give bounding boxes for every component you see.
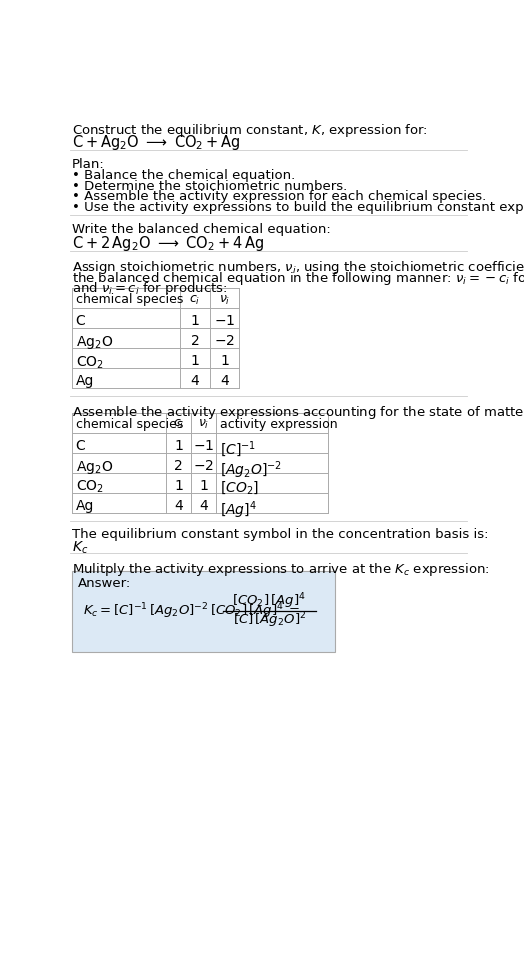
Text: $[C]\,[Ag_2O]^2$: $[C]\,[Ag_2O]^2$ <box>233 611 306 630</box>
Text: 1: 1 <box>191 354 199 368</box>
Text: $-1$: $-1$ <box>214 314 235 328</box>
Text: Assign stoichiometric numbers, $\nu_i$, using the stoichiometric coefficients, $: Assign stoichiometric numbers, $\nu_i$, … <box>72 258 524 276</box>
Text: $K_c$: $K_c$ <box>72 539 88 555</box>
Text: 1: 1 <box>174 439 183 453</box>
Text: $c_i$: $c_i$ <box>189 294 201 306</box>
Text: 4: 4 <box>220 374 229 389</box>
Text: Ag: Ag <box>75 374 94 389</box>
Text: Write the balanced chemical equation:: Write the balanced chemical equation: <box>72 223 331 235</box>
Text: • Use the activity expressions to build the equilibrium constant expression.: • Use the activity expressions to build … <box>72 201 524 214</box>
FancyBboxPatch shape <box>72 570 335 652</box>
Text: $\mathrm{Ag_2O}$: $\mathrm{Ag_2O}$ <box>75 334 113 351</box>
Text: • Balance the chemical equation.: • Balance the chemical equation. <box>72 168 295 182</box>
Text: The equilibrium constant symbol in the concentration basis is:: The equilibrium constant symbol in the c… <box>72 528 488 542</box>
Text: chemical species: chemical species <box>75 294 183 306</box>
Text: C: C <box>75 439 85 453</box>
Text: • Determine the stoichiometric numbers.: • Determine the stoichiometric numbers. <box>72 180 347 192</box>
Text: $-2$: $-2$ <box>193 459 214 473</box>
Text: 1: 1 <box>191 314 199 328</box>
Text: $\mathrm{C + Ag_2O}$ $\longrightarrow$ $\mathrm{CO_2 + Ag}$: $\mathrm{C + Ag_2O}$ $\longrightarrow$ $… <box>72 133 241 152</box>
Text: $\nu_i$: $\nu_i$ <box>219 294 230 306</box>
Text: $[C]^{-1}$: $[C]^{-1}$ <box>220 439 256 459</box>
Text: $[Ag]^4$: $[Ag]^4$ <box>220 499 257 521</box>
Text: $\mathrm{CO_2}$: $\mathrm{CO_2}$ <box>75 479 104 496</box>
Text: $[Ag_2O]^{-2}$: $[Ag_2O]^{-2}$ <box>220 459 282 480</box>
Text: Mulitply the activity expressions to arrive at the $K_c$ expression:: Mulitply the activity expressions to arr… <box>72 561 489 578</box>
Text: activity expression: activity expression <box>220 418 337 432</box>
Text: 2: 2 <box>174 459 183 473</box>
Text: $c_i$: $c_i$ <box>173 418 184 432</box>
Text: Assemble the activity expressions accounting for the state of matter and $\nu_i$: Assemble the activity expressions accoun… <box>72 404 524 420</box>
Text: C: C <box>75 314 85 328</box>
Text: $[CO_2]\,[Ag]^4$: $[CO_2]\,[Ag]^4$ <box>233 591 306 612</box>
Text: Plan:: Plan: <box>72 158 104 171</box>
Text: $[CO_2]$: $[CO_2]$ <box>220 479 259 496</box>
Text: the balanced chemical equation in the following manner: $\nu_i = -c_i$ for react: the balanced chemical equation in the fo… <box>72 270 524 286</box>
Text: 2: 2 <box>191 334 199 348</box>
Text: Construct the equilibrium constant, $K$, expression for:: Construct the equilibrium constant, $K$,… <box>72 122 428 139</box>
Text: $K_c = [C]^{-1}\,[Ag_2O]^{-2}\,[CO_2]\,[Ag]^4\; =\;$: $K_c = [C]^{-1}\,[Ag_2O]^{-2}\,[CO_2]\,[… <box>83 601 301 620</box>
Text: 1: 1 <box>220 354 229 368</box>
Text: 1: 1 <box>174 479 183 493</box>
Text: chemical species: chemical species <box>75 418 183 432</box>
Text: 1: 1 <box>199 479 208 493</box>
Text: Answer:: Answer: <box>78 577 131 590</box>
Text: 4: 4 <box>174 499 183 513</box>
Text: and $\nu_i = c_i$ for products:: and $\nu_i = c_i$ for products: <box>72 280 227 298</box>
Text: $\mathrm{C + 2\,Ag_2O}$ $\longrightarrow$ $\mathrm{CO_2 + 4\,Ag}$: $\mathrm{C + 2\,Ag_2O}$ $\longrightarrow… <box>72 234 264 254</box>
Text: $\nu_i$: $\nu_i$ <box>198 418 209 432</box>
Text: $-1$: $-1$ <box>193 439 214 453</box>
Text: 4: 4 <box>199 499 208 513</box>
Text: $-2$: $-2$ <box>214 334 235 348</box>
Text: Ag: Ag <box>75 499 94 513</box>
Text: 4: 4 <box>191 374 199 389</box>
Text: • Assemble the activity expression for each chemical species.: • Assemble the activity expression for e… <box>72 190 486 203</box>
Text: $\mathrm{CO_2}$: $\mathrm{CO_2}$ <box>75 354 104 370</box>
Text: $\mathrm{Ag_2O}$: $\mathrm{Ag_2O}$ <box>75 459 113 476</box>
